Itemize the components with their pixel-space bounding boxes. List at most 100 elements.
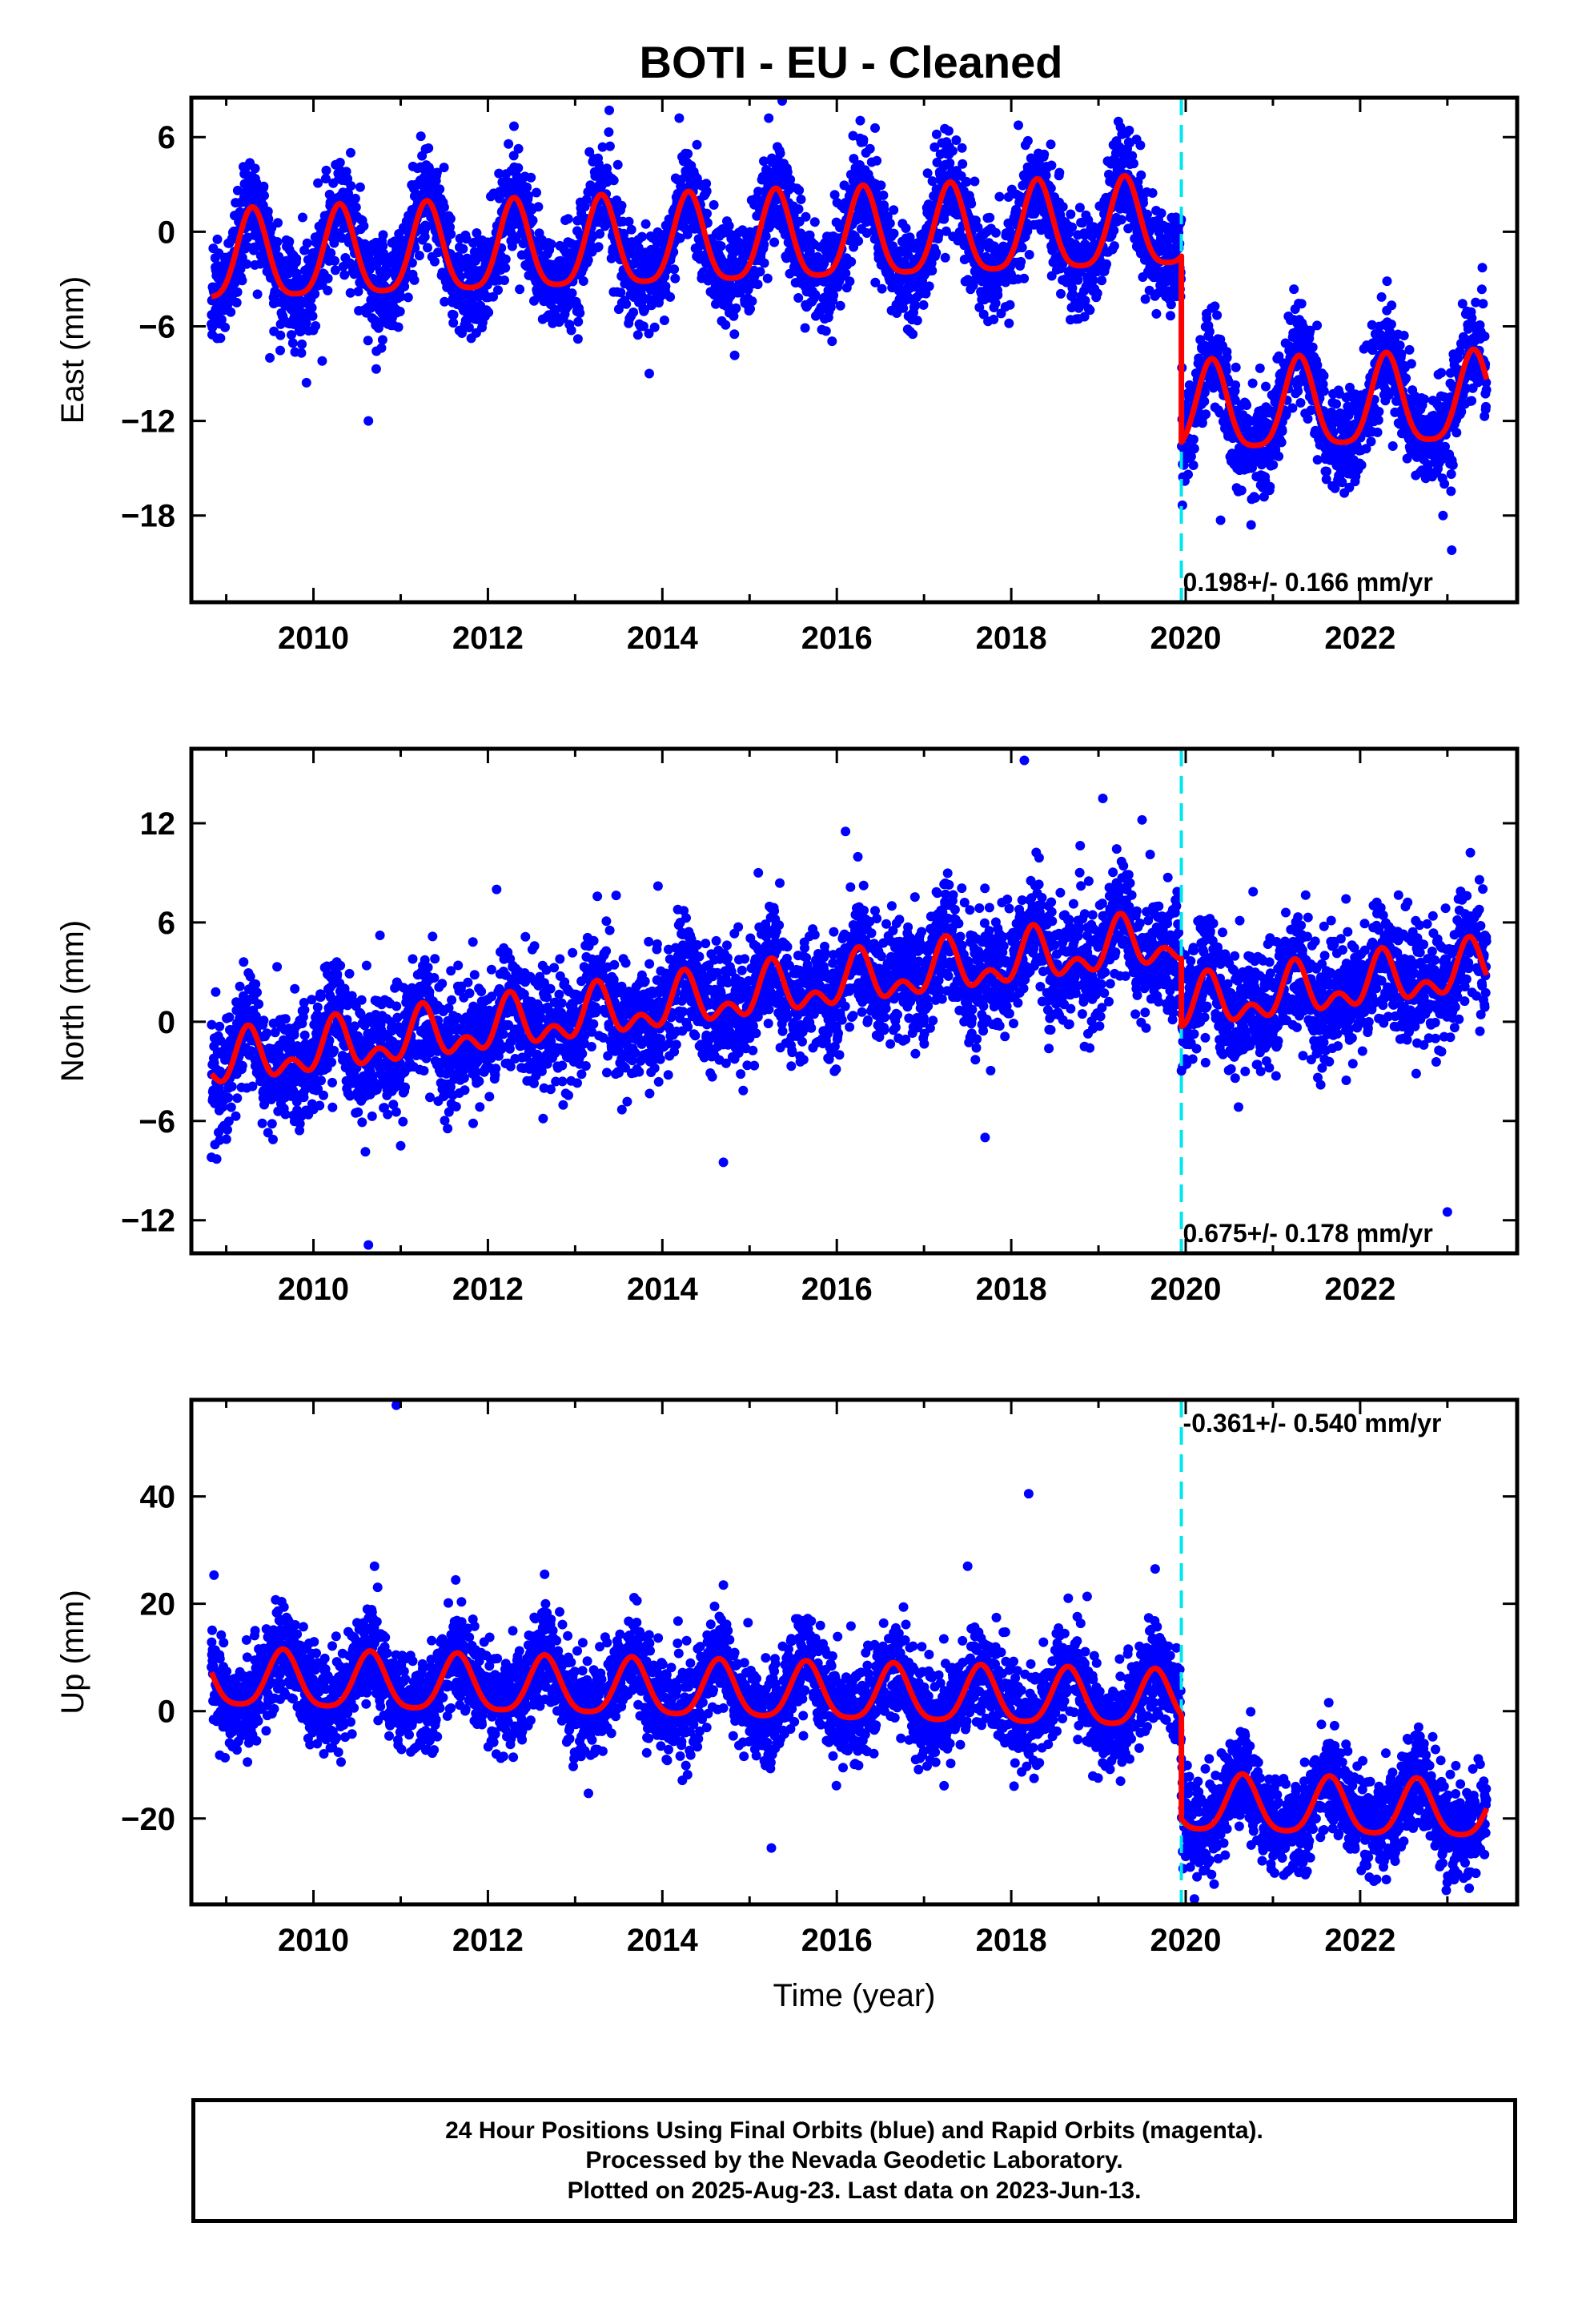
outlier-point xyxy=(317,356,327,366)
position-point xyxy=(1024,250,1034,259)
position-point xyxy=(729,329,740,340)
position-point xyxy=(878,190,889,200)
position-point xyxy=(1330,483,1340,493)
position-point xyxy=(1066,209,1076,219)
position-point xyxy=(1083,215,1094,225)
position-point xyxy=(271,288,282,298)
position-point xyxy=(683,149,693,159)
position-point xyxy=(1189,444,1199,454)
position-point xyxy=(1386,320,1396,329)
position-point xyxy=(1088,275,1098,285)
position-point xyxy=(759,258,769,268)
position-point xyxy=(430,256,440,267)
position-point xyxy=(1092,288,1102,299)
position-point xyxy=(1056,288,1066,299)
position-point xyxy=(931,247,942,258)
position-point xyxy=(994,191,1005,202)
position-point xyxy=(1166,311,1175,321)
plot-frame xyxy=(189,95,1520,605)
position-point xyxy=(1356,460,1367,470)
position-point xyxy=(889,228,899,239)
position-point xyxy=(1242,400,1252,410)
position-point xyxy=(1204,327,1215,336)
position-point xyxy=(1303,414,1313,424)
outlier-point xyxy=(1215,515,1226,525)
position-point xyxy=(993,290,1003,300)
position-point xyxy=(1197,418,1207,428)
position-point xyxy=(1019,273,1030,283)
position-point xyxy=(753,187,764,197)
position-point xyxy=(1321,474,1331,485)
position-point xyxy=(464,323,474,332)
position-point xyxy=(307,303,317,313)
position-point xyxy=(420,231,430,242)
position-point xyxy=(1436,368,1447,378)
position-point xyxy=(1222,352,1232,363)
position-point xyxy=(755,267,765,277)
position-point xyxy=(632,330,643,340)
position-point xyxy=(670,273,681,283)
position-point xyxy=(423,243,432,253)
position-point xyxy=(1312,455,1323,465)
position-point xyxy=(1440,441,1450,452)
position-point xyxy=(533,202,544,212)
position-point xyxy=(901,223,911,233)
position-point xyxy=(595,229,605,239)
outlier-point xyxy=(636,321,646,332)
position-point xyxy=(330,255,339,266)
position-point xyxy=(764,113,774,123)
position-point xyxy=(1293,386,1303,396)
position-point xyxy=(759,156,769,167)
position-point xyxy=(1367,320,1377,330)
outlier-point xyxy=(1447,545,1457,556)
position-point xyxy=(709,199,719,210)
position-point xyxy=(1097,275,1107,286)
position-point xyxy=(1259,492,1269,502)
position-point xyxy=(1058,259,1068,269)
position-point xyxy=(912,316,922,326)
position-point xyxy=(1188,434,1199,444)
position-point xyxy=(573,316,584,327)
position-point xyxy=(1255,363,1265,373)
position-point xyxy=(793,293,804,303)
position-point xyxy=(377,335,387,345)
position-point xyxy=(1231,380,1241,390)
position-point xyxy=(359,221,369,231)
daily-positions xyxy=(207,98,1492,556)
position-point xyxy=(1382,276,1392,287)
position-point xyxy=(1446,469,1456,479)
position-point xyxy=(1022,135,1033,146)
position-point xyxy=(669,264,680,275)
position-point xyxy=(572,334,583,344)
position-point xyxy=(484,308,494,318)
position-point xyxy=(1265,481,1275,492)
position-point xyxy=(1116,215,1126,225)
position-point xyxy=(1287,403,1298,413)
position-point xyxy=(1085,305,1095,316)
position-point xyxy=(232,287,243,297)
position-point xyxy=(1188,460,1199,470)
position-point xyxy=(702,208,712,219)
position-point xyxy=(958,159,968,169)
position-point xyxy=(341,167,351,177)
position-point xyxy=(858,135,869,145)
position-point xyxy=(371,364,381,374)
position-point xyxy=(927,266,938,275)
position-point xyxy=(1080,296,1090,306)
position-point xyxy=(263,214,274,224)
position-point xyxy=(493,285,503,296)
position-point xyxy=(829,290,839,300)
position-point xyxy=(889,205,899,215)
position-point xyxy=(563,214,573,224)
outlier-point xyxy=(265,352,275,363)
position-point xyxy=(1212,310,1223,320)
position-point xyxy=(800,323,810,333)
position-point xyxy=(1268,460,1279,470)
position-point xyxy=(759,239,769,250)
position-point xyxy=(810,290,821,300)
position-point xyxy=(682,229,693,239)
position-point xyxy=(263,207,273,216)
position-point xyxy=(731,303,741,313)
position-point xyxy=(1014,120,1023,131)
position-point xyxy=(870,187,881,197)
